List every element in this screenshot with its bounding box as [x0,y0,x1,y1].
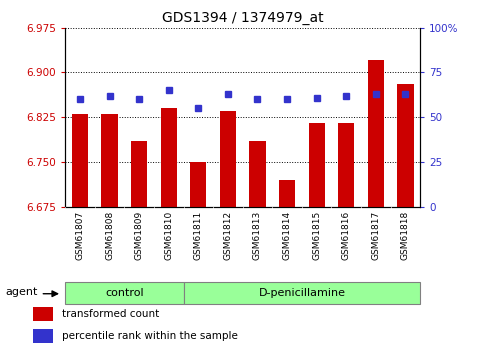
Text: agent: agent [5,287,38,297]
Text: GSM61818: GSM61818 [401,211,410,260]
Bar [368,60,384,207]
Text: D-penicillamine: D-penicillamine [258,288,345,298]
Bar [161,108,177,207]
Text: GSM61811: GSM61811 [194,211,203,260]
Text: GSM61816: GSM61816 [342,211,351,260]
Text: GSM61814: GSM61814 [283,211,292,260]
Text: percentile rank within the sample: percentile rank within the sample [62,331,238,341]
Bar [131,141,147,207]
Text: transformed count: transformed count [62,309,159,319]
Bar [101,114,118,207]
Bar [249,141,266,207]
Text: GSM61810: GSM61810 [164,211,173,260]
Bar [279,180,295,207]
FancyBboxPatch shape [65,282,184,304]
Bar [72,114,88,207]
Text: GSM61808: GSM61808 [105,211,114,260]
Bar [338,123,355,207]
Bar [398,85,413,207]
Bar [190,162,206,207]
Text: control: control [105,288,143,298]
Bar [33,329,53,343]
Text: GSM61812: GSM61812 [224,211,232,260]
Text: GSM61815: GSM61815 [312,211,321,260]
Bar [33,307,53,321]
Text: GSM61813: GSM61813 [253,211,262,260]
Bar [220,111,236,207]
Bar [309,123,325,207]
Text: GSM61807: GSM61807 [75,211,85,260]
Text: GSM61809: GSM61809 [135,211,143,260]
FancyBboxPatch shape [184,282,420,304]
Text: GSM61817: GSM61817 [371,211,380,260]
Title: GDS1394 / 1374979_at: GDS1394 / 1374979_at [162,11,324,25]
